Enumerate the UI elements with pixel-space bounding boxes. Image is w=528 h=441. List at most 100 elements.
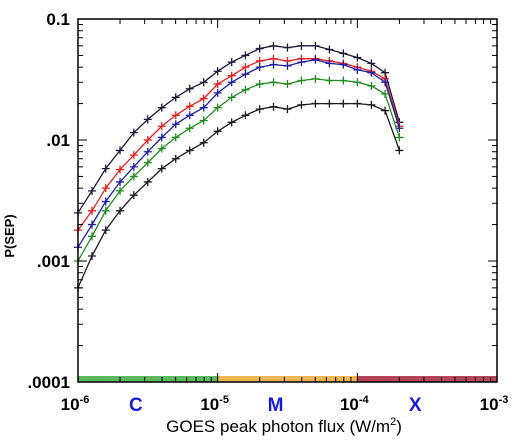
x-tick-label-base: 10 <box>200 395 219 414</box>
series-4-point <box>381 89 390 98</box>
flare-class-label-m: M <box>268 395 284 416</box>
series-3-point <box>88 220 97 229</box>
series-1-point <box>353 53 362 62</box>
series-3-point <box>129 162 138 171</box>
series-1-point <box>185 84 194 93</box>
series-5-point <box>101 226 110 235</box>
flare-class-band-x <box>357 376 497 382</box>
series-2-point <box>171 111 180 120</box>
series-1-point <box>88 186 97 195</box>
series-3-point <box>367 68 376 77</box>
series-3-point <box>311 55 320 64</box>
series-5-point <box>143 177 152 186</box>
series-1-point <box>339 49 348 58</box>
series-3-point <box>143 147 152 156</box>
series-2-point <box>88 206 97 215</box>
series-5-point <box>381 106 390 115</box>
series-3-point <box>185 111 194 120</box>
series-2-point <box>241 63 250 72</box>
series-3-point <box>213 88 222 97</box>
series-5-point <box>213 127 222 136</box>
series-3-point <box>241 70 250 79</box>
series-line-1 <box>77 45 401 214</box>
series-5-point <box>367 100 376 109</box>
series-4-point <box>213 103 222 112</box>
series-3-point <box>171 120 180 129</box>
series-line-5 <box>77 102 401 289</box>
x-tick-label: 10-6 <box>61 394 90 414</box>
series-3-point <box>325 59 334 68</box>
series-2-point <box>185 102 194 111</box>
series-1-point <box>157 103 166 112</box>
series-5-point <box>283 105 292 114</box>
x-tick-label-base: 10 <box>61 395 80 414</box>
series-2-point <box>199 94 208 103</box>
series-4-point <box>311 74 320 83</box>
series-1-point <box>297 41 306 50</box>
series-2-point <box>157 122 166 131</box>
y-tick-label: 0.1 <box>46 10 70 29</box>
flare-class-label-x: X <box>409 395 422 416</box>
flare-class-band-m <box>217 376 358 382</box>
series-1-point <box>283 43 292 52</box>
series-1-point <box>101 164 110 173</box>
series-4-point <box>339 76 348 85</box>
series-2-point <box>129 151 138 160</box>
series-4-point <box>171 133 180 142</box>
series-1-point <box>129 128 138 137</box>
series-3-point <box>255 63 264 72</box>
series-3-point <box>353 65 362 74</box>
series-1-point <box>325 45 334 54</box>
series-3-point <box>199 103 208 112</box>
series-4-point <box>88 232 97 241</box>
series-line-4 <box>77 78 401 262</box>
x-tick-label-base: 10 <box>480 395 499 414</box>
series-1-point <box>213 67 222 76</box>
x-tick-label-exponent: -5 <box>219 394 229 406</box>
series-1-point <box>199 78 208 87</box>
series-1-point <box>367 59 376 68</box>
series-1-point <box>143 115 152 124</box>
series-4-point <box>325 76 334 85</box>
series-1-point <box>311 41 320 50</box>
series-3-point <box>157 133 166 142</box>
series-5-point <box>311 99 320 108</box>
series-4-point <box>116 186 125 195</box>
x-tick-label-exponent: -6 <box>80 394 90 406</box>
flare-class-band-c <box>78 376 218 382</box>
series-4-point <box>129 172 138 181</box>
x-axis-label: GOES peak photon flux (W/m2) <box>166 416 402 436</box>
series-4-point <box>157 144 166 153</box>
series-3-point <box>381 78 390 87</box>
x-tick-label-exponent: -3 <box>499 394 509 406</box>
series-layer <box>74 41 404 292</box>
series-3-point <box>101 197 110 206</box>
series-2-point <box>143 136 152 144</box>
y-tick-label: .001 <box>37 252 70 271</box>
series-5-point <box>129 191 138 200</box>
x-axis-label-sup: 2 <box>390 416 396 428</box>
series-2-point <box>116 165 125 174</box>
series-4-point <box>101 206 110 215</box>
series-5-point <box>171 154 180 163</box>
series-3-point <box>116 177 125 186</box>
series-5-point <box>185 146 194 155</box>
plot-frame <box>77 18 498 383</box>
x-axis-label-close: ) <box>396 417 402 436</box>
series-5-point <box>269 102 278 111</box>
series-1-point <box>116 146 125 155</box>
series-4-point <box>143 158 152 167</box>
series-5-point <box>395 146 404 155</box>
x-tick-label-base: 10 <box>340 395 359 414</box>
series-5-point <box>339 99 348 108</box>
series-4-point <box>367 81 376 90</box>
series-4-point <box>255 80 264 89</box>
y-axis-label: P(SEP) <box>2 214 17 257</box>
series-4-point <box>227 93 236 102</box>
series-5-point <box>241 111 250 120</box>
series-3-point <box>297 58 306 67</box>
series-5-point <box>157 164 166 173</box>
